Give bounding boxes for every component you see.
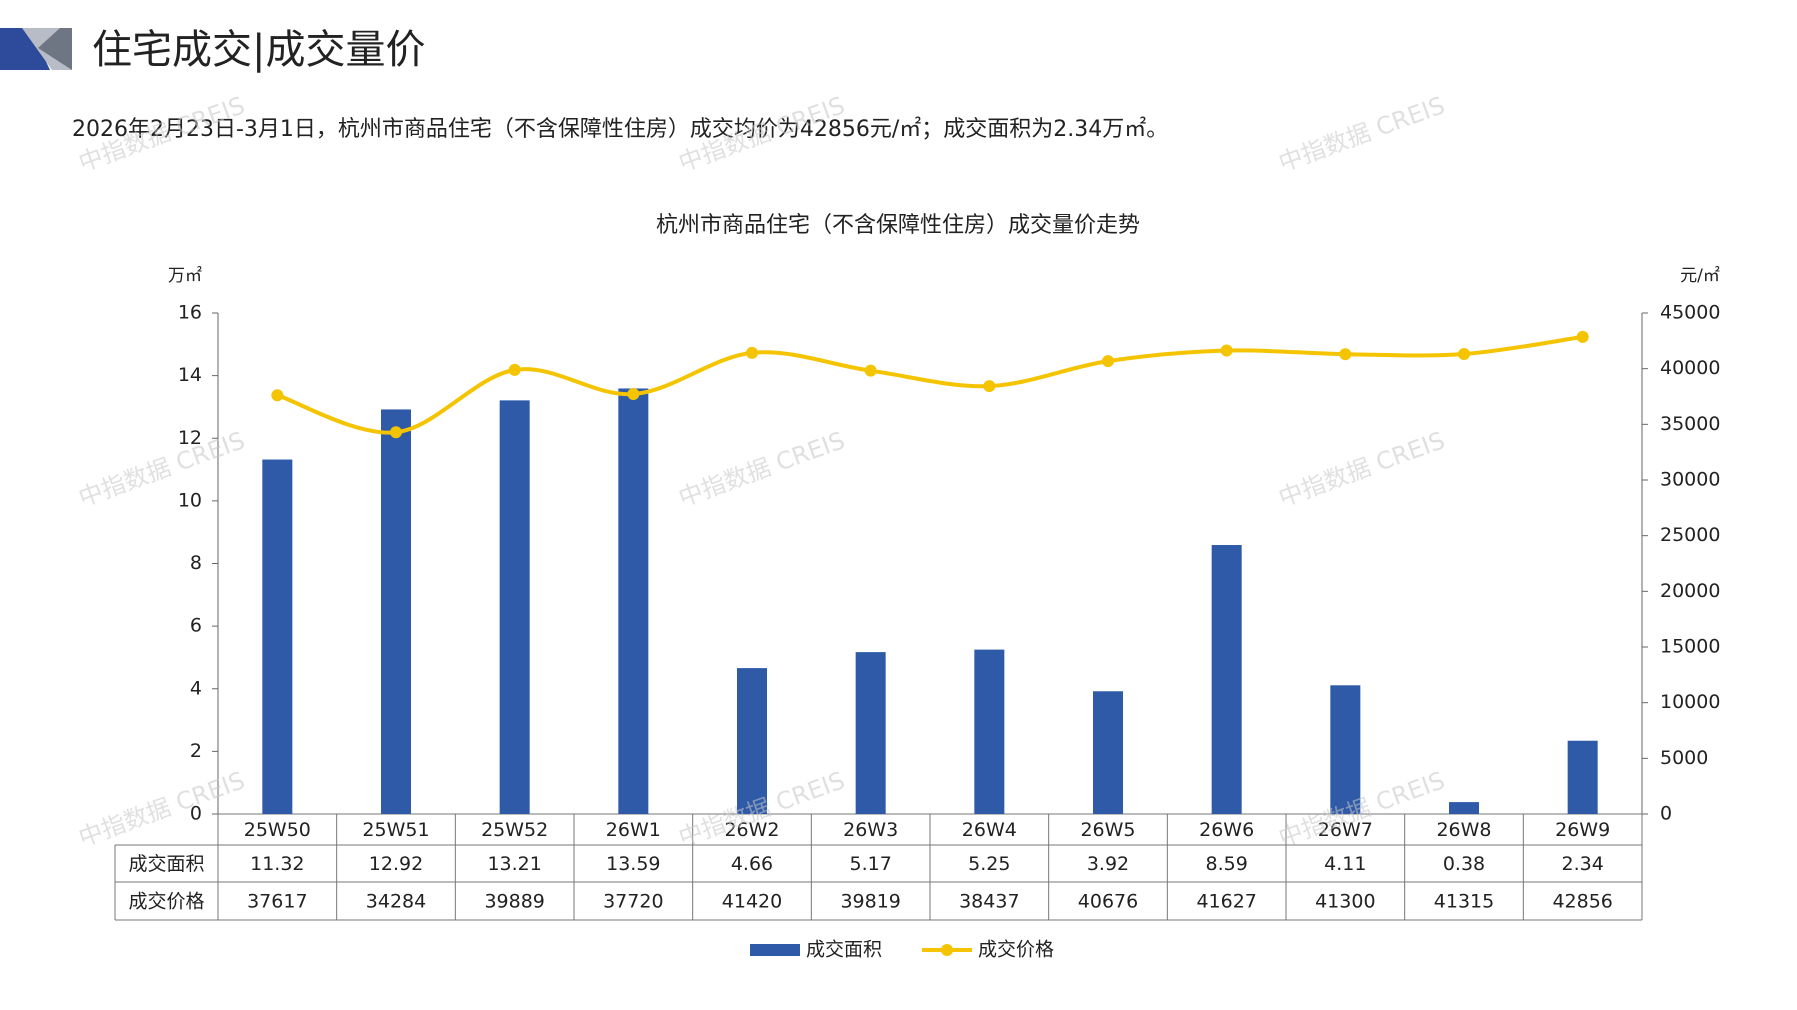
y-tick-label: 6 bbox=[190, 615, 202, 637]
watermark: 中指数据 CREIS bbox=[75, 766, 249, 852]
legend-label: 成交面积 bbox=[806, 939, 882, 961]
table-cell: 5.25 bbox=[968, 853, 1010, 875]
chart-title: 杭州市商品住宅（不含保障性住房）成交量价走势 bbox=[656, 213, 1140, 238]
table-cell: 5.17 bbox=[850, 853, 892, 875]
table-cell: 41300 bbox=[1315, 891, 1375, 913]
bar bbox=[1211, 545, 1242, 814]
table-cell: 38437 bbox=[959, 891, 1019, 913]
price-point bbox=[1102, 355, 1114, 368]
x-tick-label: 26W7 bbox=[1318, 819, 1373, 841]
price-point bbox=[627, 388, 640, 401]
table-cell: 13.59 bbox=[606, 853, 660, 875]
table-cell: 3.92 bbox=[1087, 853, 1129, 875]
y2-tick-label: 20000 bbox=[1660, 580, 1720, 602]
bar bbox=[737, 668, 767, 814]
y-tick-label: 8 bbox=[190, 552, 202, 574]
x-tick-label: 25W51 bbox=[362, 819, 429, 841]
price-point bbox=[746, 346, 758, 359]
x-tick-label: 26W6 bbox=[1199, 819, 1254, 841]
table-cell: 41315 bbox=[1434, 891, 1494, 913]
legend-swatch bbox=[750, 944, 800, 956]
bar bbox=[618, 388, 649, 814]
price-point bbox=[508, 363, 521, 376]
price-line bbox=[276, 334, 1583, 435]
x-tick-label: 26W5 bbox=[1080, 819, 1135, 841]
y2-tick-label: 30000 bbox=[1660, 469, 1720, 491]
y2-tick-label: 35000 bbox=[1660, 413, 1720, 435]
legend-label: 成交价格 bbox=[978, 939, 1054, 961]
table-row-label: 成交价格 bbox=[128, 891, 204, 913]
legend-swatch bbox=[941, 944, 953, 956]
y-tick-label: 0 bbox=[190, 803, 202, 825]
table-row-label: 成交面积 bbox=[128, 853, 204, 875]
y-tick-label: 14 bbox=[178, 364, 202, 386]
table-cell: 2.34 bbox=[1562, 853, 1604, 875]
bar bbox=[1449, 802, 1479, 814]
table-cell: 13.21 bbox=[487, 853, 541, 875]
watermark: 中指数据 CREIS bbox=[1275, 91, 1449, 177]
y2-tick-label: 15000 bbox=[1660, 636, 1720, 658]
table-cell: 39819 bbox=[840, 891, 900, 913]
y2-tick-label: 5000 bbox=[1660, 747, 1708, 769]
bar bbox=[855, 652, 886, 814]
table-cell: 41420 bbox=[722, 891, 782, 913]
bar bbox=[1330, 685, 1361, 814]
table-cell: 12.92 bbox=[369, 853, 423, 875]
price-point bbox=[1339, 348, 1352, 361]
y2-axis-unit: 元/㎡ bbox=[1680, 266, 1720, 286]
y2-tick-label: 0 bbox=[1660, 803, 1672, 825]
table-cell: 39889 bbox=[484, 891, 544, 913]
y-tick-label: 4 bbox=[190, 677, 202, 699]
x-tick-label: 26W3 bbox=[843, 819, 898, 841]
x-tick-label: 26W8 bbox=[1436, 819, 1491, 841]
y-tick-label: 12 bbox=[178, 427, 202, 449]
table-cell: 37617 bbox=[247, 891, 307, 913]
bar bbox=[974, 649, 1005, 814]
table-cell: 34284 bbox=[366, 891, 426, 913]
table-cell: 4.66 bbox=[731, 853, 773, 875]
y2-tick-label: 40000 bbox=[1660, 357, 1720, 379]
price-point bbox=[1458, 348, 1470, 361]
bar bbox=[381, 409, 411, 814]
bar bbox=[499, 400, 530, 814]
watermark: 中指数据 CREIS bbox=[1275, 426, 1449, 512]
y-axis-unit: 万㎡ bbox=[168, 266, 202, 286]
y2-tick-label: 25000 bbox=[1660, 524, 1720, 546]
watermark: 中指数据 CREIS bbox=[675, 426, 849, 512]
bar bbox=[262, 459, 293, 814]
table-cell: 11.32 bbox=[250, 853, 304, 875]
x-tick-label: 26W4 bbox=[962, 819, 1017, 841]
logo-mid bbox=[38, 28, 72, 70]
page-title: 住宅成交|成交量价 bbox=[92, 27, 425, 73]
price-point bbox=[271, 389, 284, 402]
table-cell: 40676 bbox=[1078, 891, 1138, 913]
table-cell: 41627 bbox=[1196, 891, 1256, 913]
bar bbox=[1093, 691, 1123, 814]
y-tick-label: 10 bbox=[178, 489, 202, 511]
y2-tick-label: 45000 bbox=[1660, 302, 1720, 324]
y-tick-label: 16 bbox=[178, 302, 202, 324]
y2-tick-label: 10000 bbox=[1660, 691, 1720, 713]
table-cell: 4.11 bbox=[1324, 853, 1366, 875]
x-tick-label: 26W9 bbox=[1555, 819, 1610, 841]
table-cell: 8.59 bbox=[1206, 853, 1248, 875]
x-tick-label: 26W1 bbox=[606, 819, 661, 841]
x-tick-label: 26W2 bbox=[724, 819, 779, 841]
x-tick-label: 25W52 bbox=[481, 819, 548, 841]
y-tick-label: 2 bbox=[190, 740, 202, 762]
watermark: 中指数据 CREIS bbox=[75, 426, 249, 512]
x-tick-label: 25W50 bbox=[244, 819, 311, 841]
price-point bbox=[864, 364, 877, 377]
table-cell: 0.38 bbox=[1443, 853, 1485, 875]
price-point bbox=[1576, 330, 1589, 343]
bar bbox=[1567, 740, 1598, 814]
logo-dark bbox=[0, 28, 50, 70]
price-point bbox=[1220, 344, 1233, 357]
price-point bbox=[983, 380, 996, 393]
price-point bbox=[390, 426, 402, 439]
table-cell: 37720 bbox=[603, 891, 663, 913]
summary: 2026年2月23日-3月1日，杭州市商品住宅（不含保障性住房）成交均价为428… bbox=[72, 116, 1168, 142]
table-cell: 42856 bbox=[1552, 891, 1612, 913]
